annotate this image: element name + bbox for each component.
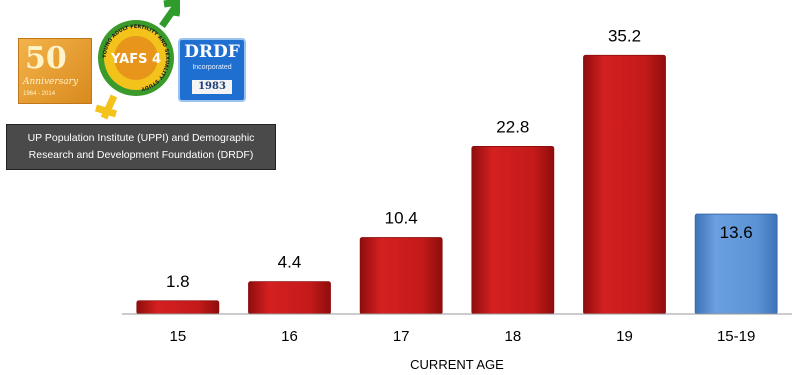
data-label-19: 35.2 [608, 26, 641, 45]
tick-label-18: 18 [504, 328, 521, 345]
drdf-incorporated: Incorporated [192, 64, 232, 71]
tick-label-15-19: 15-19 [717, 328, 755, 345]
drdf-year: 1983 [192, 80, 232, 94]
tick-label-19: 19 [616, 328, 633, 345]
bar-19 [583, 54, 666, 315]
yafs-logo: YOUNG ADULT FERTILITY AND SEXUALITY STUD… [94, 0, 180, 120]
x-axis-label: CURRENT AGE [410, 357, 504, 372]
data-label-16: 4.4 [278, 253, 302, 272]
tick-label-15: 15 [169, 328, 186, 345]
yafs-text: YAFS 4 [110, 52, 161, 67]
logo-group: 50 Anniversary 1964 - 2014 YOUNG ADULT F… [6, 0, 276, 172]
bar-17 [359, 237, 443, 315]
data-label-18: 22.8 [496, 117, 529, 136]
male-arrow-icon [159, 0, 180, 29]
bar-15 [136, 300, 220, 315]
anniversary-number: 50 [25, 41, 67, 76]
anniversary-years: 1964 - 2014 [23, 91, 56, 97]
tick-label-16: 16 [281, 328, 298, 345]
drdf-name: DRDF [184, 42, 240, 62]
anniversary-text: Anniversary [23, 77, 79, 87]
female-cross-icon [94, 94, 118, 120]
fifty-anniversary-logo: 50 Anniversary 1964 - 2014 [18, 38, 92, 104]
data-label-17: 10.4 [385, 209, 418, 228]
tick-label-17: 17 [393, 328, 410, 345]
data-label-15-19: 13.6 [720, 223, 753, 242]
bar-16 [248, 281, 331, 315]
organization-caption: UP Population Institute (UPPI) and Demog… [6, 124, 276, 170]
bar-18 [471, 146, 555, 315]
data-label-15: 1.8 [166, 272, 190, 291]
drdf-logo: DRDF Incorporated 1983 [178, 38, 246, 102]
